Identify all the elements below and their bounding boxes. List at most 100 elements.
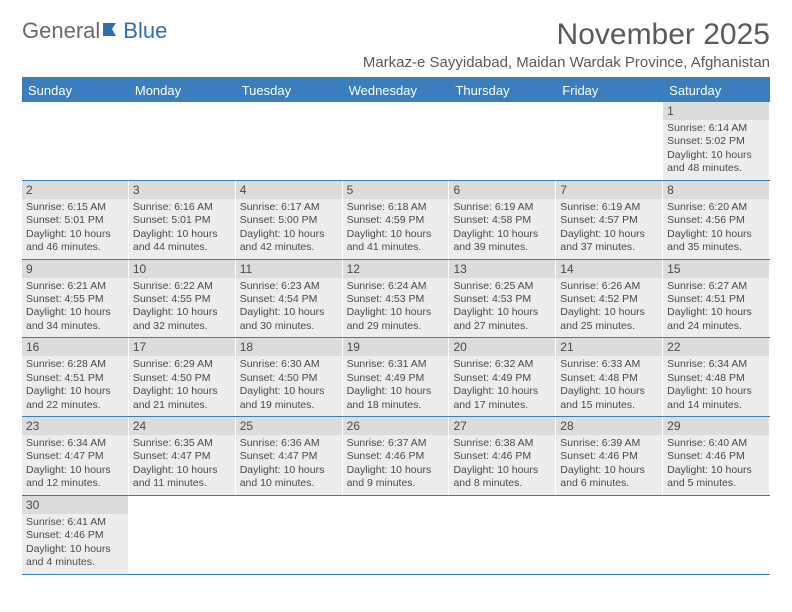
day-info: Sunrise: 6:19 AMSunset: 4:58 PMDaylight:… [453, 201, 551, 255]
day-info: Sunrise: 6:28 AMSunset: 4:51 PMDaylight:… [26, 358, 124, 412]
location-subtitle: Markaz-e Sayyidabad, Maidan Wardak Provi… [22, 54, 770, 71]
day-info: Sunrise: 6:23 AMSunset: 4:54 PMDaylight:… [240, 280, 338, 334]
info-line: Daylight: 10 hours [667, 228, 765, 241]
info-line: Sunrise: 6:31 AM [347, 358, 445, 371]
info-line: and 39 minutes. [453, 241, 551, 254]
calendar-cell: 23Sunrise: 6:34 AMSunset: 4:47 PMDayligh… [22, 417, 129, 495]
day-info: Sunrise: 6:39 AMSunset: 4:46 PMDaylight:… [560, 437, 658, 491]
day-number: 1 [663, 102, 769, 120]
info-line: Daylight: 10 hours [133, 228, 231, 241]
info-line: Daylight: 10 hours [667, 149, 765, 162]
day-info: Sunrise: 6:17 AMSunset: 5:00 PMDaylight:… [240, 201, 338, 255]
day-info: Sunrise: 6:34 AMSunset: 4:48 PMDaylight:… [667, 358, 765, 412]
calendar-week: 2 Sunrise: 6:15 AMSunset: 5:01 PMDaylight… [22, 181, 770, 260]
day-number: 6 [449, 181, 555, 199]
info-line: Sunset: 4:47 PM [133, 450, 231, 463]
day-info: Sunrise: 6:19 AMSunset: 4:57 PMDaylight:… [560, 201, 658, 255]
info-line: Sunrise: 6:18 AM [347, 201, 445, 214]
calendar-cell: 17Sunrise: 6:29 AMSunset: 4:50 PMDayligh… [129, 338, 236, 416]
info-line: Daylight: 10 hours [26, 543, 124, 556]
info-line: Daylight: 10 hours [240, 464, 338, 477]
info-line: Daylight: 10 hours [560, 385, 658, 398]
day-number: 29 [663, 417, 769, 435]
info-line: and 27 minutes. [453, 320, 551, 333]
info-line: Daylight: 10 hours [667, 464, 765, 477]
day-info: Sunrise: 6:34 AMSunset: 4:47 PMDaylight:… [26, 437, 124, 491]
day-number: 16 [22, 338, 128, 356]
calendar-cell: 19Sunrise: 6:31 AMSunset: 4:49 PMDayligh… [343, 338, 450, 416]
day-number: 19 [343, 338, 449, 356]
info-line: Sunrise: 6:16 AM [133, 201, 231, 214]
info-line: Sunrise: 6:19 AM [453, 201, 551, 214]
day-header: Tuesday [236, 79, 343, 102]
calendar-week: 30Sunrise: 6:41 AMSunset: 4:46 PMDayligh… [22, 496, 770, 575]
info-line: Daylight: 10 hours [453, 385, 551, 398]
day-number: 24 [129, 417, 235, 435]
day-header: Friday [556, 79, 663, 102]
info-line: Sunset: 4:46 PM [560, 450, 658, 463]
info-line: and 21 minutes. [133, 399, 231, 412]
info-line: Sunrise: 6:34 AM [26, 437, 124, 450]
calendar-cell: 21Sunrise: 6:33 AMSunset: 4:48 PMDayligh… [556, 338, 663, 416]
info-line: Sunrise: 6:29 AM [133, 358, 231, 371]
logo-text-1: General [22, 18, 100, 44]
info-line: Sunrise: 6:21 AM [26, 280, 124, 293]
info-line: Daylight: 10 hours [347, 464, 445, 477]
day-header-row: Sunday Monday Tuesday Wednesday Thursday… [22, 79, 770, 102]
flag-icon [102, 18, 122, 44]
info-line: Daylight: 10 hours [560, 228, 658, 241]
logo-text-2: Blue [123, 18, 167, 44]
info-line: and 10 minutes. [240, 477, 338, 490]
calendar-cell [663, 496, 770, 574]
calendar-cell: 12Sunrise: 6:24 AMSunset: 4:53 PMDayligh… [343, 260, 450, 338]
calendar-cell [22, 102, 129, 180]
info-line: and 42 minutes. [240, 241, 338, 254]
day-header: Monday [129, 79, 236, 102]
info-line: Daylight: 10 hours [667, 385, 765, 398]
calendar-cell [343, 102, 450, 180]
day-number: 28 [556, 417, 662, 435]
day-number: 8 [663, 181, 769, 199]
day-number: 30 [22, 496, 128, 514]
info-line: Daylight: 10 hours [560, 306, 658, 319]
calendar-cell: 11Sunrise: 6:23 AMSunset: 4:54 PMDayligh… [236, 260, 343, 338]
info-line: Daylight: 10 hours [560, 464, 658, 477]
info-line: Sunset: 4:50 PM [240, 372, 338, 385]
day-info: Sunrise: 6:15 AMSunset: 5:01 PMDaylight:… [26, 201, 124, 255]
info-line: and 5 minutes. [667, 477, 765, 490]
info-line: Daylight: 10 hours [133, 464, 231, 477]
day-header: Sunday [22, 79, 129, 102]
info-line: Daylight: 10 hours [453, 306, 551, 319]
day-info: Sunrise: 6:32 AMSunset: 4:49 PMDaylight:… [453, 358, 551, 412]
calendar-cell: 27Sunrise: 6:38 AMSunset: 4:46 PMDayligh… [449, 417, 556, 495]
logo: General Blue [22, 18, 167, 44]
calendar-week: 23Sunrise: 6:34 AMSunset: 4:47 PMDayligh… [22, 417, 770, 496]
calendar-body: 1Sunrise: 6:14 AMSunset: 5:02 PMDaylight… [22, 102, 770, 575]
calendar-cell [129, 102, 236, 180]
calendar-cell [236, 496, 343, 574]
day-info: Sunrise: 6:25 AMSunset: 4:53 PMDaylight:… [453, 280, 551, 334]
day-info: Sunrise: 6:29 AMSunset: 4:50 PMDaylight:… [133, 358, 231, 412]
info-line: Sunset: 4:55 PM [26, 293, 124, 306]
info-line: Sunrise: 6:38 AM [453, 437, 551, 450]
info-line: Sunset: 4:49 PM [347, 372, 445, 385]
calendar-cell: 18Sunrise: 6:30 AMSunset: 4:50 PMDayligh… [236, 338, 343, 416]
calendar-cell [556, 102, 663, 180]
info-line: Sunset: 4:53 PM [347, 293, 445, 306]
day-number: 3 [129, 181, 235, 199]
info-line: Sunset: 5:00 PM [240, 214, 338, 227]
info-line: Sunrise: 6:22 AM [133, 280, 231, 293]
info-line: Sunrise: 6:37 AM [347, 437, 445, 450]
day-info: Sunrise: 6:36 AMSunset: 4:47 PMDaylight:… [240, 437, 338, 491]
info-line: Sunset: 4:50 PM [133, 372, 231, 385]
calendar-cell: 4Sunrise: 6:17 AMSunset: 5:00 PMDaylight… [236, 181, 343, 259]
calendar-cell: 14Sunrise: 6:26 AMSunset: 4:52 PMDayligh… [556, 260, 663, 338]
info-line: Daylight: 10 hours [347, 228, 445, 241]
info-line: Sunset: 4:55 PM [133, 293, 231, 306]
calendar-cell: 3Sunrise: 6:16 AMSunset: 5:01 PMDaylight… [129, 181, 236, 259]
info-line: Sunrise: 6:40 AM [667, 437, 765, 450]
info-line: and 6 minutes. [560, 477, 658, 490]
calendar-cell: 29Sunrise: 6:40 AMSunset: 4:46 PMDayligh… [663, 417, 770, 495]
info-line: Sunset: 4:46 PM [347, 450, 445, 463]
day-number: 2 [22, 181, 128, 199]
